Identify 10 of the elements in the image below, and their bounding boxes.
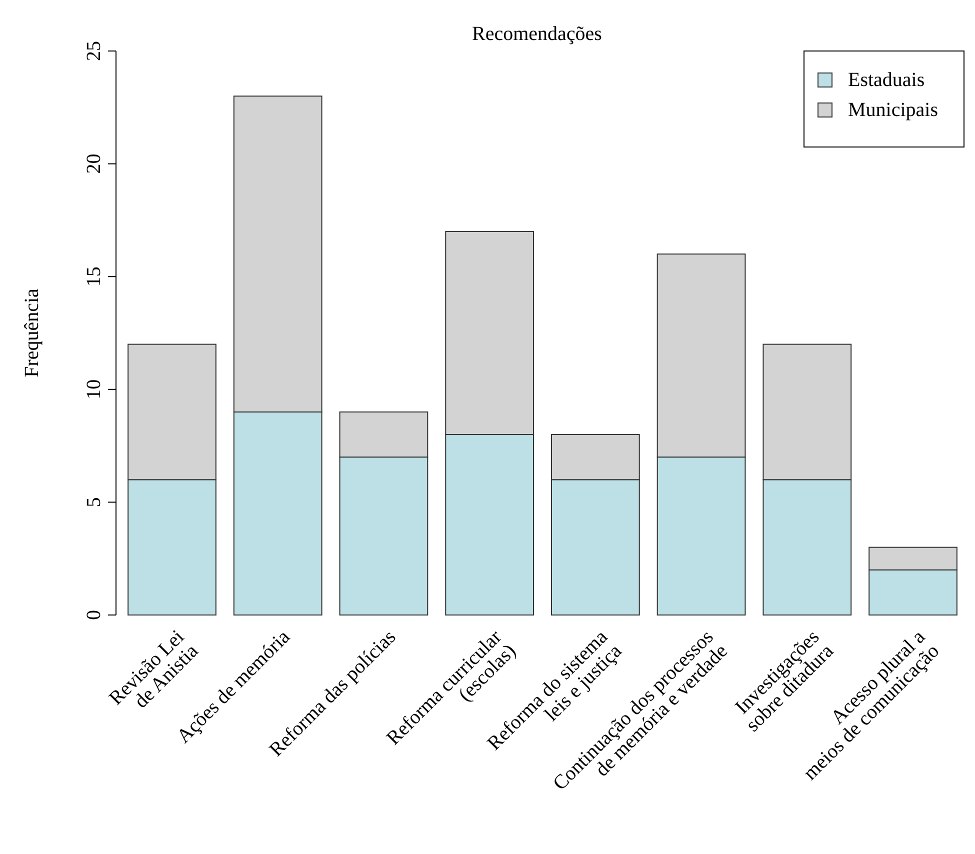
y-tick-label: 5 <box>83 497 105 508</box>
legend-label: Municipais <box>848 99 938 121</box>
chart-title: Recomendações <box>472 23 602 45</box>
y-tick-label: 15 <box>83 266 105 287</box>
y-tick-label: 0 <box>83 610 105 620</box>
y-axis-title: Frequência <box>21 288 43 378</box>
y-tick-label: 20 <box>83 154 105 174</box>
legend-label: Estaduais <box>848 69 925 91</box>
y-tick-label: 25 <box>83 41 105 61</box>
y-tick-label: 10 <box>83 379 105 400</box>
